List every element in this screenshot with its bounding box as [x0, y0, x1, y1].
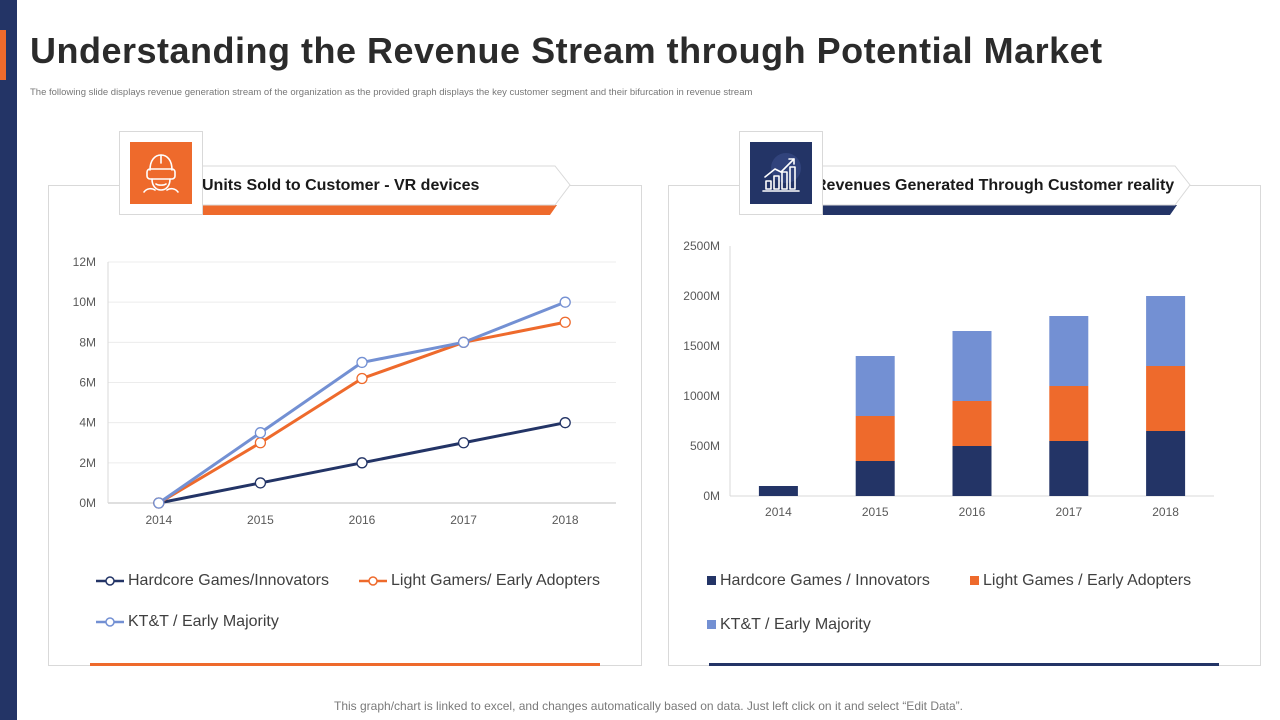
legend-item-light-games: Light Games / Early Adopters: [970, 572, 1191, 590]
data-point: [254, 437, 267, 449]
legend-line-marker: [96, 617, 124, 627]
legend-square-marker: [707, 576, 716, 585]
legend-line-marker: [96, 576, 124, 586]
banner-shape: [160, 165, 571, 215]
revenues-banner: Revenues Generated Through Customer real…: [780, 165, 1194, 217]
y-tick-label: 0M: [703, 489, 720, 503]
bar-segment-0: [952, 446, 992, 496]
legend-label: Hardcore Games/Innovators: [128, 572, 329, 589]
x-tick-label: 2017: [1055, 505, 1082, 519]
data-point: [559, 417, 571, 429]
vr-headset-icon: [143, 154, 179, 193]
units-sold-banner: Units Sold to Customer - VR devices: [160, 165, 575, 217]
icon-tile: [130, 142, 192, 204]
data-point: [457, 336, 470, 348]
revenues-bar-chart: 0M 500M 1000M 1500M 2000M 2500M 2014 2015 2016 2…: [683, 239, 1214, 519]
data-point: [457, 437, 470, 449]
bar-segment-1: [855, 416, 895, 461]
data-point: [559, 296, 571, 308]
page-title: Understanding the Revenue Stream through…: [30, 30, 1103, 71]
bar-segment-2: [855, 356, 895, 416]
units-sold-legend: Hardcore Games/Innovators Light Gamers/ …: [95, 572, 635, 642]
y-tick-label: 2M: [79, 456, 96, 470]
bar-segment-2: [1146, 296, 1186, 366]
legend-item-hardcore: Hardcore Games/Innovators: [95, 572, 329, 590]
bar-segment-2: [1049, 316, 1089, 386]
revenues-legend: Hardcore Games / Innovators Light Games …: [707, 572, 1247, 642]
series-line-2: [157, 300, 566, 505]
y-tick-label: 8M: [79, 335, 96, 349]
legend-label: Light Gamers/ Early Adopters: [391, 572, 600, 589]
x-tick-label: 2015: [247, 513, 274, 527]
units-sold-heading: Units Sold to Customer - VR devices: [202, 177, 480, 194]
y-tick-label: 500M: [690, 439, 720, 453]
legend-item-hardcore: Hardcore Games / Innovators: [707, 572, 930, 590]
data-point: [559, 316, 571, 328]
x-tick-label: 2016: [959, 505, 986, 519]
series-line-1: [158, 320, 566, 505]
page-subtitle: The following slide displays revenue gen…: [30, 87, 753, 98]
data-point: [254, 427, 267, 439]
bar-segment-1: [952, 401, 992, 446]
legend-label: KT&T / Early Majority: [128, 613, 279, 630]
revenues-underline: [709, 663, 1219, 666]
x-tick-label: 2015: [862, 505, 889, 519]
units-sold-line-chart: 0M 2M 4M 6M 8M 10M 12M 2014 2015 2016 2017 2018: [73, 255, 616, 527]
banner-shape: [780, 165, 1191, 215]
legend-square-marker: [707, 620, 716, 629]
legend-item-ktt: KT&T / Early Majority: [95, 613, 279, 631]
legend-item-ktt: KT&T / Early Majority: [707, 616, 871, 634]
y-tick-label: 4M: [79, 416, 96, 430]
y-tick-label: 12M: [73, 255, 96, 269]
legend-label: Light Games / Early Adopters: [983, 572, 1192, 589]
y-tick-label: 1500M: [683, 339, 720, 353]
bar-segment-0: [855, 461, 895, 496]
units-sold-panel: [48, 185, 642, 666]
bar-segment-0: [758, 486, 798, 496]
y-tick-label: 6M: [79, 376, 96, 390]
footer-note: This graph/chart is linked to excel, and…: [334, 699, 963, 713]
bar-segment-1: [1049, 386, 1089, 441]
revenues-icon-frame: [739, 131, 823, 215]
bar-segment-2: [952, 331, 992, 401]
revenues-heading: Revenues Generated Through Customer real…: [815, 177, 1175, 194]
data-point: [153, 497, 165, 509]
y-tick-label: 0M: [79, 496, 96, 510]
x-tick-label: 2016: [349, 513, 376, 527]
growth-chart-icon: [762, 153, 801, 192]
title-accent: [0, 30, 6, 80]
side-bar: [0, 0, 17, 720]
legend-square-marker: [970, 576, 979, 585]
legend-label: KT&T / Early Majority: [720, 616, 871, 633]
legend-label: Hardcore Games / Innovators: [720, 572, 930, 589]
x-tick-label: 2018: [1152, 505, 1179, 519]
y-tick-label: 2000M: [683, 289, 720, 303]
data-point: [356, 356, 368, 369]
bar-segment-0: [1049, 441, 1089, 496]
units-sold-icon-frame: [119, 131, 203, 215]
data-point: [254, 477, 267, 489]
y-tick-label: 1000M: [683, 389, 720, 403]
legend-line-marker: [359, 576, 387, 586]
units-sold-underline: [90, 663, 600, 666]
x-tick-label: 2018: [552, 513, 579, 527]
y-tick-label: 10M: [73, 295, 96, 309]
bar-segment-0: [1146, 431, 1186, 496]
y-tick-label: 2500M: [683, 239, 720, 253]
data-point: [356, 372, 368, 385]
bar-segment-1: [1146, 366, 1186, 431]
data-point: [356, 457, 368, 469]
legend-item-light-gamers: Light Gamers/ Early Adopters: [358, 572, 600, 590]
icon-tile: [750, 142, 812, 204]
x-tick-label: 2017: [450, 513, 477, 527]
x-tick-label: 2014: [145, 513, 172, 527]
x-tick-label: 2014: [765, 505, 792, 519]
